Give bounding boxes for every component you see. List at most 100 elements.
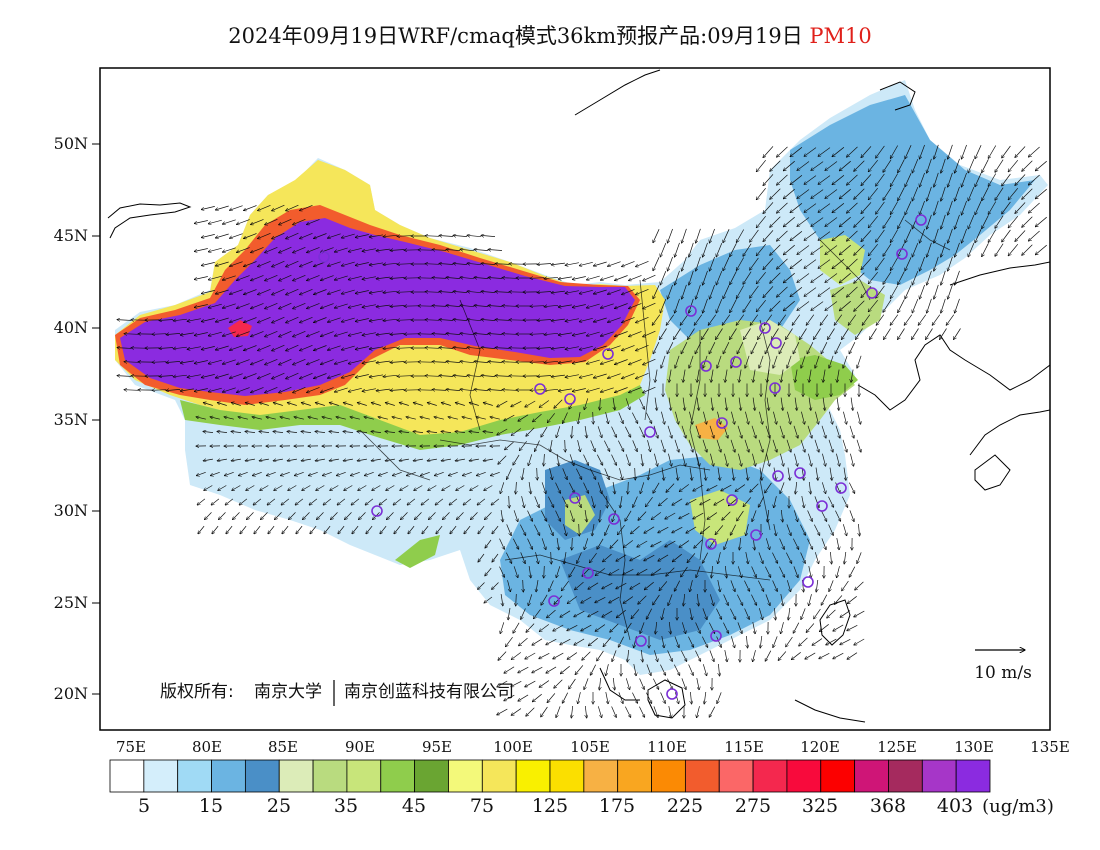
wind-arrow xyxy=(362,388,376,392)
wind-arrow xyxy=(697,397,699,411)
wind-arrow xyxy=(265,386,278,392)
wind-arrow xyxy=(763,286,774,297)
wind-arrow xyxy=(578,412,581,424)
wind-arrow xyxy=(201,346,215,349)
colorbar-labels: 5 15 25 35 45 75 125 175 225 275 325 368… xyxy=(138,795,1054,817)
lon-label-95e: 95E xyxy=(422,738,452,756)
wind-arrow xyxy=(857,355,862,368)
wind-arrow xyxy=(919,144,925,159)
wind-arrow xyxy=(625,398,630,409)
colorbar-swatch xyxy=(448,759,483,793)
wind-arrow xyxy=(166,361,181,362)
wind-arrow xyxy=(622,261,635,266)
wind-arrow xyxy=(797,189,810,199)
wind-arrow xyxy=(660,328,667,340)
wind-arrow xyxy=(1015,202,1026,214)
wind-arrow xyxy=(537,376,552,377)
wind-arrow xyxy=(643,302,656,309)
wind-arrow xyxy=(750,257,759,270)
wind-arrow xyxy=(781,369,784,383)
wind-arrow xyxy=(376,332,390,335)
wind-arrow xyxy=(614,359,628,365)
wind-arrow xyxy=(948,284,953,299)
colorbar-label-35: 35 xyxy=(334,795,358,817)
green-zone-hebei xyxy=(740,320,800,375)
wind-arrow xyxy=(934,144,939,159)
wind-arrow xyxy=(425,264,440,265)
wind-arrow xyxy=(495,264,510,265)
wind-arrow xyxy=(244,345,257,351)
wind-arrow xyxy=(467,291,482,292)
wind-arrow xyxy=(383,375,398,376)
wind-arrow xyxy=(439,264,454,265)
wind-arrow xyxy=(697,369,700,383)
wind-arrow xyxy=(474,305,489,306)
wind-arrow xyxy=(968,158,975,173)
wind-arrow xyxy=(537,292,552,293)
wind-arrow xyxy=(446,277,461,278)
wind-arrow xyxy=(453,235,468,236)
green-zone-sichuan xyxy=(565,495,595,535)
copyright-org1: 南京大学 xyxy=(254,682,322,702)
wind-arrow xyxy=(194,360,208,364)
wind-arrow xyxy=(397,236,412,237)
wind-arrow xyxy=(488,306,503,307)
wind-arrow xyxy=(912,328,919,340)
wind-arrow xyxy=(469,403,479,406)
wind-arrow xyxy=(286,344,299,351)
wind-arrow xyxy=(743,243,752,257)
wind-arrow xyxy=(750,314,759,326)
wind-arrow xyxy=(770,188,781,200)
wind-arrow xyxy=(1028,202,1040,213)
wind-arrow xyxy=(376,360,390,363)
wind-arrow xyxy=(124,334,139,335)
wind-arrow xyxy=(753,397,755,411)
wind-arrow xyxy=(661,355,666,368)
lon-label-75e: 75E xyxy=(116,738,146,756)
wind-arrow xyxy=(460,249,475,250)
colorbar-swatch xyxy=(718,759,754,793)
wind-arrow xyxy=(460,361,475,362)
wind-arrow xyxy=(293,218,306,224)
wind-arrow xyxy=(593,345,607,350)
wind-arrow xyxy=(919,200,925,215)
wind-arrow xyxy=(763,230,774,241)
wind-arrow xyxy=(236,275,250,281)
wind-arrow xyxy=(884,328,891,340)
wind-arrow xyxy=(502,334,517,335)
wind-arrow xyxy=(854,188,865,200)
wind-arrow xyxy=(334,247,348,252)
wind-arrow xyxy=(286,288,299,295)
wind-arrow xyxy=(982,159,989,172)
wind-arrow xyxy=(955,298,960,313)
wind-arrow xyxy=(783,188,795,199)
wind-arrow xyxy=(839,272,851,283)
wind-arrow xyxy=(607,317,621,323)
wind-arrow xyxy=(797,217,810,227)
wind-arrow xyxy=(215,261,229,266)
wind-arrow xyxy=(975,201,982,215)
lat-label-20n: 20N xyxy=(54,684,88,703)
colorbar-swatch xyxy=(583,759,619,793)
wind-arrow xyxy=(688,328,695,340)
colorbar-swatch xyxy=(955,759,991,793)
wind-arrow xyxy=(607,289,621,295)
wind-arrow xyxy=(152,334,167,335)
wind-arrow xyxy=(988,173,997,187)
colorbar-swatch xyxy=(651,759,686,793)
wind-arrow xyxy=(883,271,892,285)
wind-arrow xyxy=(811,301,824,311)
wind-arrow xyxy=(322,417,332,420)
wind-arrow xyxy=(586,275,600,280)
wind-arrow xyxy=(537,320,552,321)
wind-arrow xyxy=(300,232,313,238)
wind-arrow xyxy=(600,275,614,280)
wind-arrow xyxy=(811,245,824,255)
wind-arrow xyxy=(558,360,572,363)
wind-arrow xyxy=(643,386,656,393)
wind-arrow xyxy=(607,373,621,379)
wind-arrow xyxy=(753,369,756,383)
wind-arrow xyxy=(723,229,730,243)
wind-arrow xyxy=(286,372,299,379)
colorbar-label-225: 225 xyxy=(667,795,703,817)
